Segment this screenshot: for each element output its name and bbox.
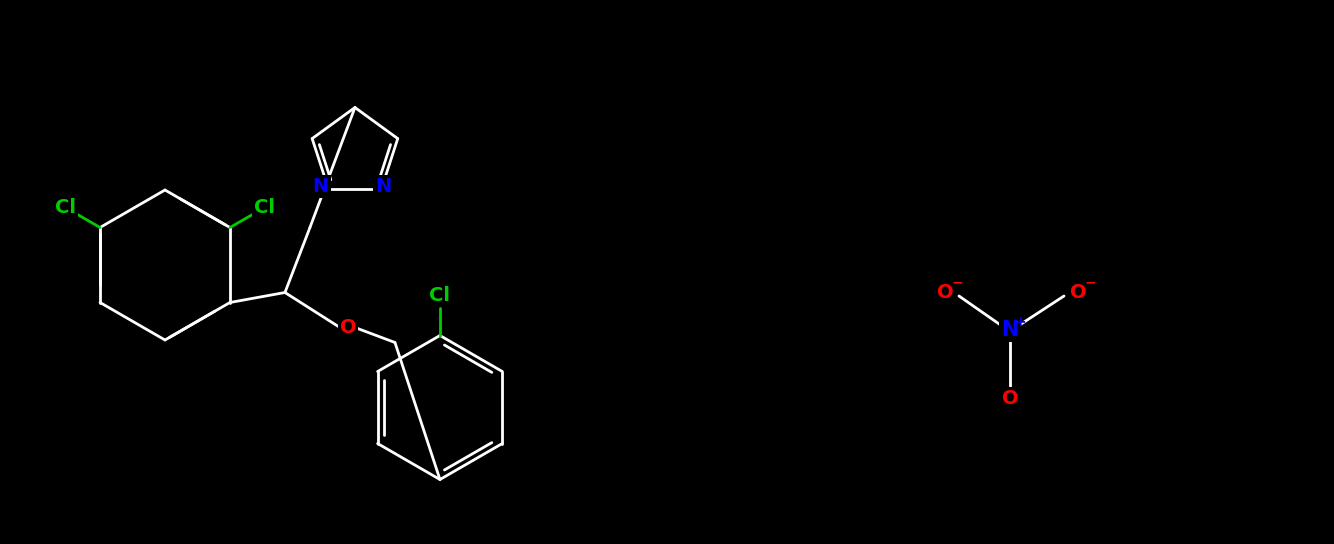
Text: O: O: [1070, 282, 1086, 301]
Text: Cl: Cl: [253, 198, 275, 217]
Text: N: N: [375, 177, 391, 196]
Text: N: N: [1002, 320, 1019, 340]
Text: O: O: [1002, 388, 1018, 407]
Text: Cl: Cl: [55, 198, 76, 217]
Text: −: −: [1085, 275, 1095, 289]
Text: Cl: Cl: [430, 286, 451, 305]
Text: O: O: [936, 282, 954, 301]
Text: O: O: [340, 318, 356, 337]
Text: N: N: [312, 177, 328, 196]
Text: −: −: [951, 275, 963, 289]
Text: +: +: [1014, 315, 1026, 329]
